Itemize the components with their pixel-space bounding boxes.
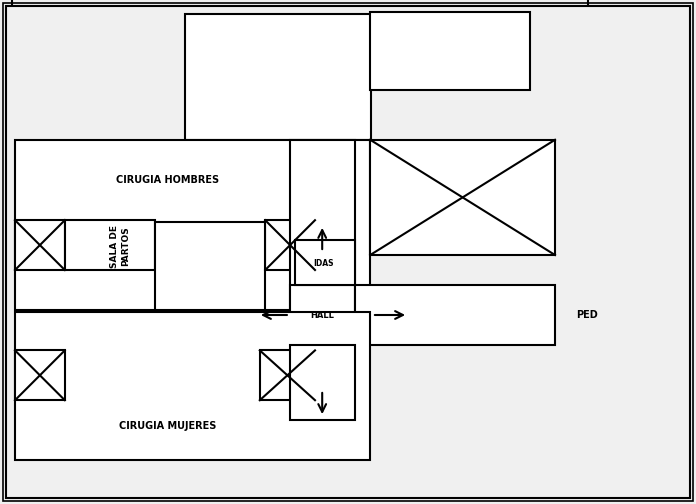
Text: IDAS: IDAS [314,260,334,269]
Text: PED: PED [576,310,598,320]
Bar [65,220,155,270]
Bar [15,312,370,460]
Bar [295,240,355,285]
Bar [355,285,555,345]
Bar [185,14,371,140]
Text: CIRUGIA MUJERES: CIRUGIA MUJERES [119,421,216,431]
Bar [12,0,588,492]
Bar [155,222,265,310]
Bar [290,345,354,420]
Text: CIRUGIA HOMBRES: CIRUGIA HOMBRES [116,175,219,185]
Text: SALA DE
PARTOS: SALA DE PARTOS [110,224,129,268]
Bar [15,350,65,400]
Bar [15,140,370,310]
Bar [370,140,555,255]
Text: HALL: HALL [310,310,334,320]
Bar [15,220,65,270]
Bar [290,140,354,400]
Bar [260,350,315,400]
Bar [265,220,315,270]
Bar [290,285,354,345]
Bar [370,12,530,90]
